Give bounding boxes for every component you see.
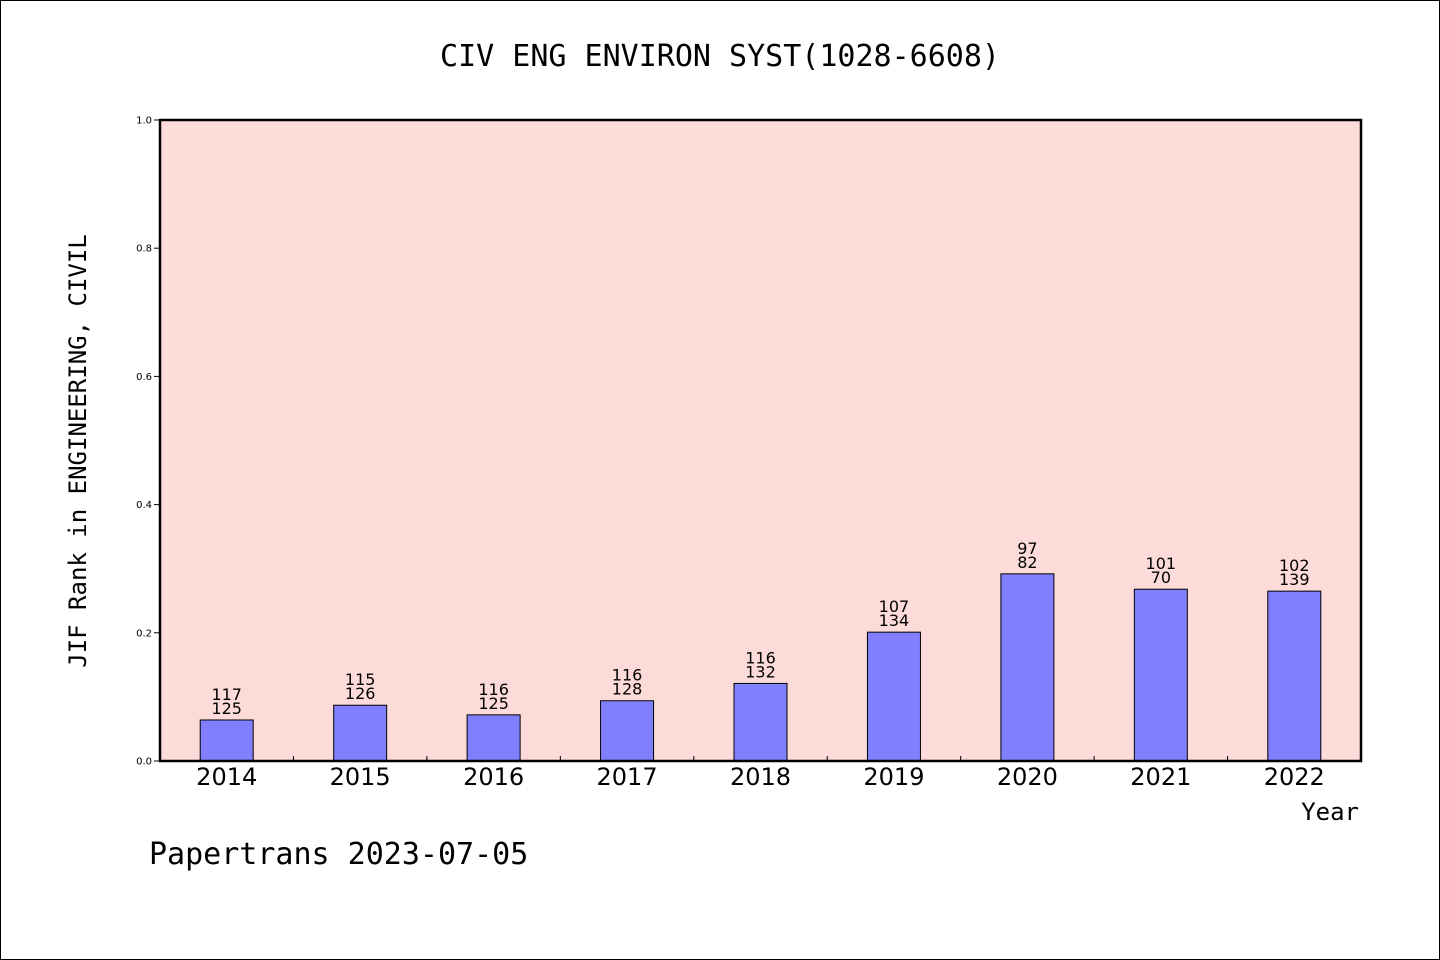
bar-label-bottom: 70	[1151, 568, 1171, 587]
bar	[600, 700, 655, 762]
y-tick-label: 0.2	[136, 628, 152, 639]
y-axis: 0.0 0.2 0.4 0.6 0.8 1.0	[136, 116, 160, 768]
bar	[1133, 588, 1188, 762]
bar-label-bottom: 134	[879, 611, 910, 630]
y-tick-label: 0.8	[136, 244, 152, 255]
x-tick-label: 2016	[463, 763, 524, 791]
x-tick-label: 2021	[1130, 763, 1191, 791]
bar-label-bottom: 126	[345, 684, 376, 703]
x-tick-label: 2014	[196, 763, 257, 791]
bar-label-top: 102	[1279, 556, 1310, 575]
bar-label-top: 107	[879, 597, 910, 616]
bar-label-bottom: 125	[211, 699, 242, 718]
bar	[199, 719, 254, 762]
bar	[733, 682, 788, 762]
y-tick-label: 0.4	[136, 500, 152, 511]
footer-watermark: Papertrans 2023-07-05	[149, 837, 528, 872]
y-tick-label: 0.6	[136, 372, 152, 383]
y-tick-label: 0.0	[136, 757, 152, 768]
bar-label-top: 101	[1146, 554, 1177, 573]
x-axis: 2014 2015 2016 2017 2018 2019 2020 2021 2022	[196, 756, 1325, 791]
y-tick-label: 1.0	[136, 116, 152, 127]
bar-label-top: 116	[612, 666, 643, 685]
bar-label-top: 116	[745, 648, 776, 667]
x-tick-label: 2020	[997, 763, 1058, 791]
bar	[333, 704, 388, 762]
bar-label-top: 115	[345, 670, 376, 689]
bar-label-bottom: 128	[612, 680, 643, 699]
bar	[1000, 573, 1055, 762]
bar-label-bottom: 139	[1279, 570, 1310, 589]
bar-label-top: 97	[1017, 539, 1037, 558]
x-tick-label: 2022	[1264, 763, 1325, 791]
bar	[466, 714, 521, 762]
y-axis-label: JIF Rank in ENGINEERING, CIVIL	[64, 234, 92, 667]
bar-label-bottom: 82	[1017, 553, 1037, 572]
x-tick-label: 2017	[597, 763, 658, 791]
x-tick-label: 2018	[730, 763, 791, 791]
plot-border	[158, 118, 1363, 763]
bar	[866, 631, 921, 762]
bar	[1267, 590, 1322, 762]
bar-label-top: 117	[211, 685, 242, 704]
x-tick-label: 2019	[863, 763, 924, 791]
bar-label-bottom: 125	[478, 694, 509, 713]
chart-title: CIV ENG ENVIRON SYST(1028-6608)	[440, 39, 1000, 74]
x-tick-label: 2015	[330, 763, 391, 791]
bar-label-bottom: 132	[745, 662, 776, 681]
x-axis-label: Year	[1301, 798, 1359, 826]
bar-label-top: 116	[478, 680, 509, 699]
